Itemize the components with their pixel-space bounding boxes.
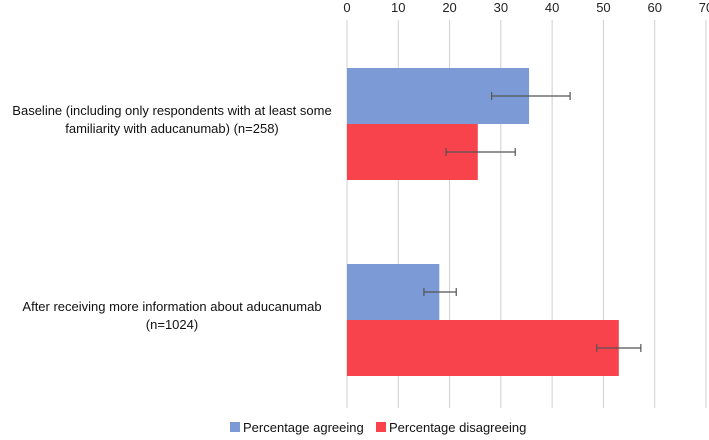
x-tick-label: 50 xyxy=(596,0,610,15)
category-label: After receiving more information about a… xyxy=(22,299,321,314)
x-tick-label: 20 xyxy=(442,0,456,15)
bar-disagreeing-1 xyxy=(347,320,619,376)
x-tick-label: 30 xyxy=(494,0,508,15)
category-label: (n=1024) xyxy=(146,317,198,332)
x-tick-label: 60 xyxy=(647,0,661,15)
x-tick-label: 10 xyxy=(391,0,405,15)
legend-label-1: Percentage disagreeing xyxy=(389,420,526,435)
x-tick-label: 70 xyxy=(699,0,709,15)
category-label: Baseline (including only respondents wit… xyxy=(12,103,331,118)
legend-swatch-1 xyxy=(376,422,386,432)
legend-label-0: Percentage agreeing xyxy=(243,420,364,435)
x-tick-label: 40 xyxy=(545,0,559,15)
category-label: familiarity with aducanumab) (n=258) xyxy=(65,121,279,136)
legend-swatch-0 xyxy=(230,422,240,432)
x-tick-label: 0 xyxy=(343,0,350,15)
